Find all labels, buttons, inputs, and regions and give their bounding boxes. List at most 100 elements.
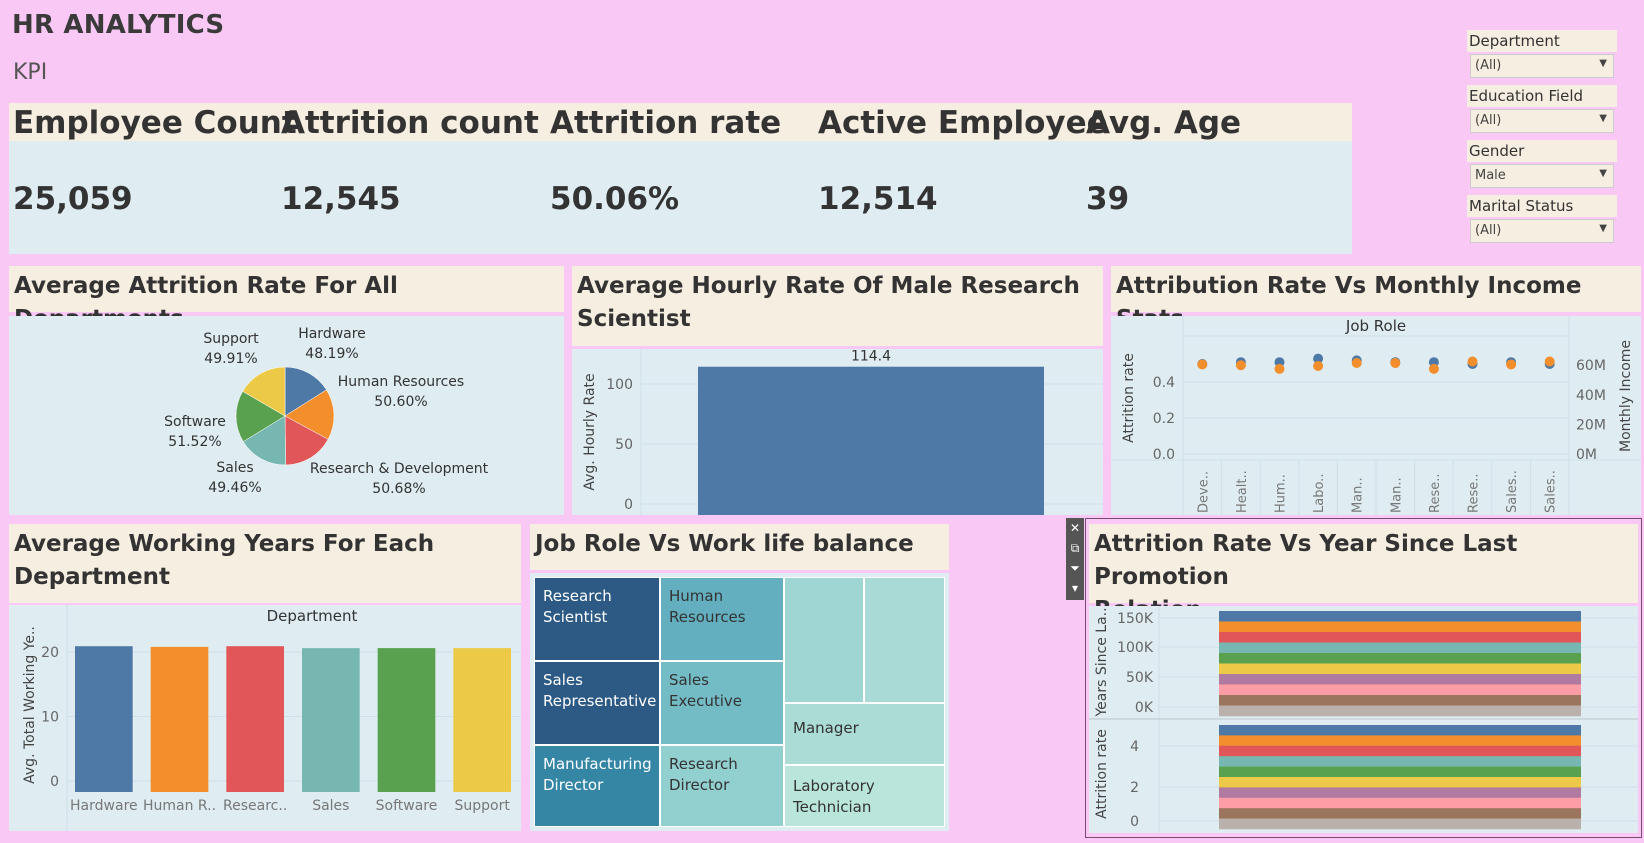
treemap-cell-label: Executive bbox=[669, 692, 743, 710]
filter-department-select[interactable]: (All) ▼ bbox=[1470, 54, 1614, 78]
hourly-chart-title-line1: Average Hourly Rate Of Male Research bbox=[577, 273, 1080, 299]
kpi-attrition-count-label: Attrition count bbox=[281, 105, 539, 141]
pie-slice bbox=[242, 415, 286, 466]
promo-stack-segment bbox=[1219, 735, 1581, 747]
working-tick-label: 0 bbox=[50, 774, 59, 790]
income-right-tick: 40M bbox=[1576, 388, 1606, 404]
treemap-cell[interactable]: Research Scientist bbox=[534, 577, 660, 661]
working-tick-label: 10 bbox=[41, 710, 59, 726]
promo-top-tick: 100K bbox=[1117, 640, 1154, 656]
working-bar bbox=[226, 646, 284, 792]
income-category-label: Deve.. bbox=[1196, 471, 1211, 513]
income-left-tick: 0.2 bbox=[1153, 411, 1175, 427]
filter-icon[interactable]: ⏷ bbox=[1070, 561, 1080, 575]
filter-marital-status-value: (All) bbox=[1475, 223, 1502, 238]
working-chart-title-line2: Department bbox=[14, 564, 170, 590]
income-scatter-chart: Job Role 0.0 0.2 0.4 0M 20M 40M 60M Attrition ra… bbox=[1111, 316, 1641, 515]
filter-gender-value: Male bbox=[1475, 168, 1506, 183]
treemap-cell[interactable]: Sales Executive bbox=[660, 661, 784, 745]
income-attrition-point bbox=[1313, 353, 1324, 364]
treemap-cell[interactable] bbox=[784, 577, 864, 703]
promo-stack-segment bbox=[1219, 797, 1581, 809]
kpi-active-employee-value: 12,514 bbox=[818, 181, 938, 217]
kpi-employee-count-value: 25,059 bbox=[13, 181, 133, 217]
income-header: Job Role bbox=[1345, 317, 1406, 335]
filter-education-field-value: (All) bbox=[1475, 113, 1502, 128]
promo-bottom-tick: 2 bbox=[1130, 780, 1139, 796]
hourly-bar-chart: 0 50 100 114.4 Avg. Hourly Rate bbox=[582, 349, 1103, 515]
promo-stack-segment bbox=[1219, 756, 1581, 767]
income-monthly-point bbox=[1313, 360, 1324, 371]
promo-stack-segment bbox=[1219, 653, 1581, 664]
chevron-down-icon: ▼ bbox=[1599, 113, 1607, 124]
income-category-label: Labo.. bbox=[1312, 474, 1327, 513]
working-tick-label: 20 bbox=[41, 645, 59, 661]
treemap-cell-label: Resources bbox=[669, 608, 746, 626]
treemap-panel: Research Scientist Human Resources Sales Repr… bbox=[530, 573, 949, 831]
treemap-cell-label: Manufacturing bbox=[543, 755, 652, 773]
pie-slice bbox=[284, 366, 327, 417]
promo-stack-segment bbox=[1219, 611, 1581, 622]
promo-stack-segment bbox=[1219, 642, 1581, 654]
treemap-cell-label: Director bbox=[543, 776, 604, 794]
treemap-cell[interactable]: Sales Representative bbox=[534, 661, 660, 745]
filter-gender: Gender Male ▼ bbox=[1467, 140, 1617, 188]
working-bar bbox=[150, 646, 209, 792]
more-options-icon[interactable]: ▾ bbox=[1071, 581, 1079, 595]
worksheet-toolstrip: ✕ ⧉ ⏷ ▾ bbox=[1066, 518, 1084, 600]
dashboard-title: HR ANALYTICS bbox=[12, 10, 225, 40]
chevron-down-icon: ▼ bbox=[1599, 58, 1607, 69]
promo-top-tick: 0K bbox=[1135, 700, 1154, 716]
filter-department-label: Department bbox=[1467, 30, 1617, 52]
pie-slice-name: Sales bbox=[216, 460, 253, 476]
hourly-tick-label: 100 bbox=[606, 377, 633, 393]
income-right-axis-label: Monthly Income bbox=[1618, 340, 1634, 452]
treemap-title: Job Role Vs Work life balance bbox=[530, 524, 949, 570]
working-category-label: Hardware bbox=[70, 798, 138, 814]
filter-marital-status: Marital Status (All) ▼ bbox=[1467, 195, 1617, 243]
promotion-selected-frame bbox=[1085, 518, 1642, 838]
working-chart-title-line1: Average Working Years For Each bbox=[14, 531, 435, 557]
pie-slice-label: 49.46% bbox=[208, 480, 261, 496]
filter-gender-select[interactable]: Male ▼ bbox=[1470, 164, 1614, 188]
filter-education-field: Education Field (All) ▼ bbox=[1467, 85, 1617, 133]
pie-chart: Hardware 48.19% Human Resources 50.60% Resea… bbox=[164, 326, 489, 497]
filter-marital-status-select[interactable]: (All) ▼ bbox=[1470, 219, 1614, 243]
treemap-cell[interactable]: Manufacturing Director bbox=[534, 745, 660, 827]
chevron-down-icon: ▼ bbox=[1599, 168, 1607, 179]
promo-stack-segment bbox=[1219, 695, 1581, 706]
income-category-label: Healt.. bbox=[1235, 470, 1250, 513]
income-chart-panel: Job Role 0.0 0.2 0.4 0M 20M 40M 60M Attrition ra… bbox=[1111, 316, 1641, 515]
filter-department-value: (All) bbox=[1475, 58, 1502, 73]
treemap-cell[interactable]: Human Resources bbox=[660, 577, 784, 661]
income-category-label: Hum.. bbox=[1274, 474, 1289, 513]
kpi-section-label: KPI bbox=[13, 60, 48, 85]
income-category-label: Man.. bbox=[1351, 477, 1366, 513]
income-right-tick: 20M bbox=[1576, 417, 1606, 433]
treemap-cell-label: Director bbox=[669, 776, 730, 794]
income-category-label: Man.. bbox=[1389, 477, 1404, 513]
promo-stack-segment bbox=[1219, 705, 1581, 717]
filter-gender-label: Gender bbox=[1467, 140, 1617, 162]
income-monthly-point bbox=[1428, 363, 1439, 374]
popout-icon[interactable]: ⧉ bbox=[1070, 541, 1080, 555]
treemap-cell-label: Human bbox=[669, 587, 724, 605]
promo-top-axis-label: Years Since La.. bbox=[1094, 607, 1110, 717]
hourly-y-axis-label: Avg. Hourly Rate bbox=[582, 373, 598, 490]
treemap-cell[interactable]: Laboratory Technician bbox=[784, 765, 945, 827]
income-category-label: Rese.. bbox=[1467, 474, 1482, 513]
treemap-cell[interactable] bbox=[864, 577, 945, 703]
income-monthly-point bbox=[1351, 357, 1362, 368]
income-monthly-point bbox=[1467, 356, 1478, 367]
pie-slice-label: 50.68% bbox=[372, 481, 425, 497]
pie-slice-name: Hardware bbox=[298, 326, 366, 342]
treemap: Research Scientist Human Resources Sales Repr… bbox=[534, 577, 945, 827]
treemap-cell[interactable]: Research Director bbox=[660, 745, 784, 827]
close-icon[interactable]: ✕ bbox=[1069, 521, 1081, 535]
treemap-cell[interactable]: Manager bbox=[784, 703, 945, 765]
promo-stack-segment bbox=[1219, 674, 1581, 685]
promo-bottom-tick: 0 bbox=[1130, 814, 1139, 830]
promo-stack-segment bbox=[1219, 787, 1581, 799]
filter-education-field-select[interactable]: (All) ▼ bbox=[1470, 109, 1614, 133]
